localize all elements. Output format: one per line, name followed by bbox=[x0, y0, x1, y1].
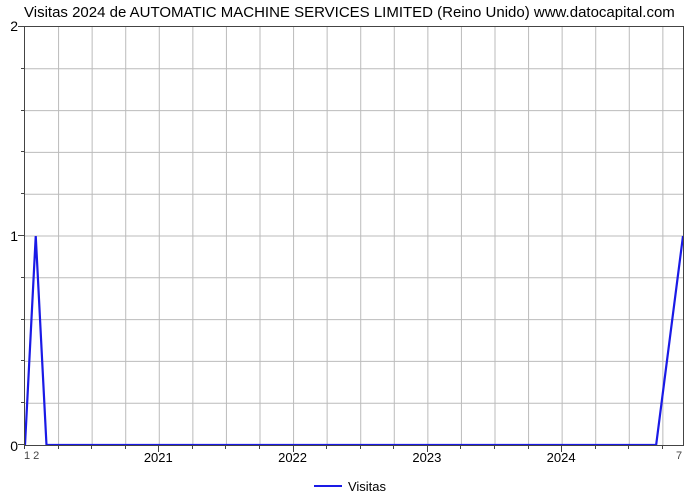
tick bbox=[21, 277, 24, 278]
tick bbox=[528, 446, 529, 449]
plot-area bbox=[24, 26, 684, 446]
tick bbox=[293, 446, 294, 452]
tick bbox=[259, 446, 260, 449]
tick bbox=[628, 446, 629, 449]
tick bbox=[225, 446, 226, 449]
x-corner-left: 1 2 bbox=[24, 450, 39, 462]
tick bbox=[58, 446, 59, 449]
legend: Visitas bbox=[0, 474, 700, 494]
xtick-2023: 2023 bbox=[412, 450, 441, 465]
tick bbox=[662, 446, 663, 449]
tick bbox=[192, 446, 193, 449]
tick bbox=[91, 446, 92, 449]
tick bbox=[158, 446, 159, 452]
x-corner-right: 7 bbox=[676, 450, 682, 462]
legend-swatch bbox=[314, 485, 342, 487]
series-visitas bbox=[25, 236, 683, 445]
chart-title: Visitas 2024 de AUTOMATIC MACHINE SERVIC… bbox=[24, 4, 675, 21]
tick bbox=[494, 446, 495, 449]
tick bbox=[21, 319, 24, 320]
ytick-0: 0 bbox=[4, 438, 18, 454]
tick bbox=[21, 193, 24, 194]
tick bbox=[21, 360, 24, 361]
tick bbox=[326, 446, 327, 449]
xtick-2024: 2024 bbox=[547, 450, 576, 465]
tick bbox=[125, 446, 126, 449]
tick bbox=[460, 446, 461, 449]
legend-label: Visitas bbox=[348, 479, 386, 494]
tick bbox=[21, 110, 24, 111]
tick bbox=[393, 446, 394, 449]
xtick-2022: 2022 bbox=[278, 450, 307, 465]
plot-svg bbox=[25, 27, 683, 445]
tick bbox=[18, 444, 24, 445]
chart-container: Visitas 2024 de AUTOMATIC MACHINE SERVIC… bbox=[0, 0, 700, 500]
tick bbox=[427, 446, 428, 452]
tick bbox=[360, 446, 361, 449]
ytick-2: 2 bbox=[4, 18, 18, 34]
tick bbox=[18, 26, 24, 27]
tick bbox=[24, 446, 25, 449]
tick bbox=[21, 68, 24, 69]
tick bbox=[561, 446, 562, 452]
tick bbox=[21, 151, 24, 152]
gridlines bbox=[25, 27, 683, 445]
ytick-1: 1 bbox=[4, 228, 18, 244]
tick bbox=[21, 402, 24, 403]
xtick-2021: 2021 bbox=[144, 450, 173, 465]
tick bbox=[595, 446, 596, 449]
tick bbox=[18, 235, 24, 236]
